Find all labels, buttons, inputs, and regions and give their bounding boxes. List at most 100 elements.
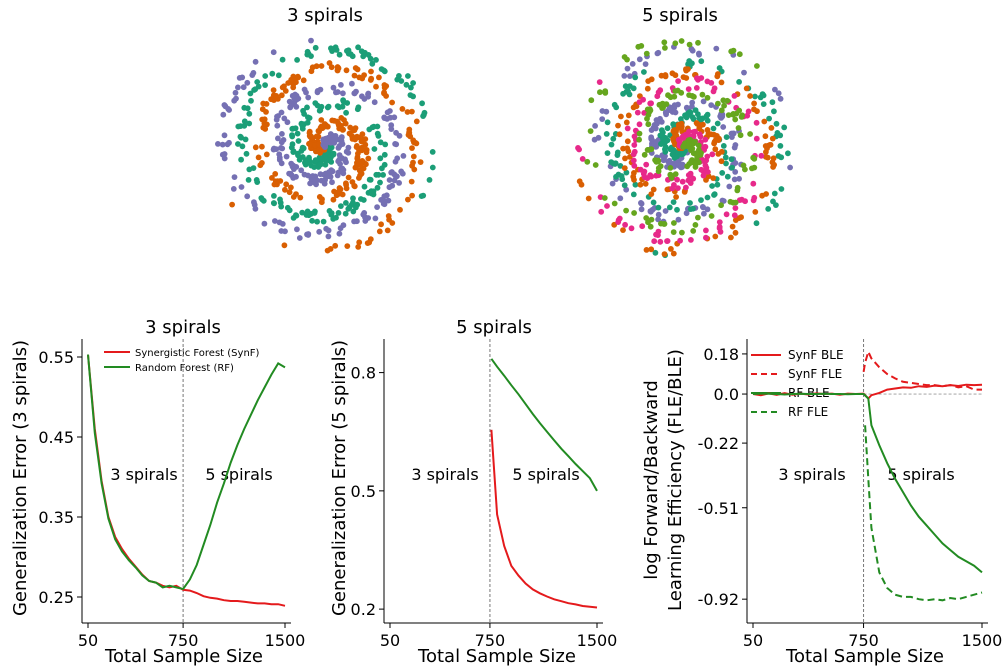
- scatter-point: [371, 99, 378, 106]
- scatter-point: [409, 162, 415, 169]
- scatter-point: [308, 68, 315, 75]
- scatter-point: [695, 39, 701, 46]
- scatter-point: [704, 194, 711, 201]
- scatter-point: [410, 80, 416, 86]
- scatter-point: [611, 200, 618, 207]
- scatter-point: [670, 250, 677, 257]
- scatter-point: [259, 160, 265, 166]
- series-line-rf-ble: [752, 392, 983, 574]
- x-tick-label: 1500: [577, 631, 618, 650]
- scatter-point: [393, 141, 400, 148]
- scatter-point: [690, 140, 697, 147]
- scatter-point: [644, 175, 651, 182]
- scatter-point: [230, 186, 237, 192]
- scatter-point: [360, 53, 367, 60]
- scatter-point: [718, 148, 725, 155]
- scatter-point: [723, 211, 730, 218]
- scatter-point: [322, 141, 329, 147]
- scatter-point: [336, 156, 343, 163]
- scatter-point: [732, 205, 739, 212]
- scatter-points-5-spirals: [575, 38, 793, 259]
- scatter-point: [662, 72, 669, 78]
- scatter-point: [678, 38, 685, 44]
- scatter-point: [690, 205, 696, 212]
- scatter-point: [246, 120, 253, 127]
- scatter-point: [679, 229, 685, 236]
- scatter-point: [767, 141, 774, 148]
- scatter-point: [294, 57, 300, 63]
- scatter-point: [761, 118, 768, 125]
- scatter-point: [262, 126, 269, 132]
- scatter-point: [276, 219, 283, 226]
- scatter-point: [769, 99, 776, 106]
- scatter-point: [343, 67, 350, 74]
- scatter-point: [621, 165, 628, 172]
- scatter-point: [316, 148, 323, 155]
- scatter-point: [238, 156, 245, 163]
- scatter-point: [615, 122, 621, 129]
- scatter-point: [413, 118, 420, 125]
- scatter-point: [752, 209, 759, 215]
- scatter-point: [232, 89, 239, 96]
- y-tick-label: 0.8: [351, 364, 376, 383]
- scatter-point: [579, 156, 586, 162]
- scatter-point: [731, 93, 738, 99]
- scatter-point: [319, 155, 325, 162]
- scatter-point: [262, 82, 268, 88]
- scatter-point: [773, 202, 779, 209]
- x-tick-label: 750: [848, 631, 879, 650]
- scatter-point: [759, 192, 765, 199]
- scatter-point: [332, 133, 339, 139]
- scatter-point: [686, 58, 693, 64]
- scatter-point: [307, 159, 314, 165]
- scatter-point: [636, 99, 643, 105]
- scatter-point: [334, 172, 341, 179]
- scatter-point: [625, 148, 632, 155]
- scatter-point: [387, 114, 394, 121]
- scatter-point: [775, 153, 782, 159]
- scatter-point: [785, 150, 791, 157]
- region-label-3-spirals: 3 spirals: [110, 465, 177, 484]
- scatter-point: [695, 214, 701, 221]
- scatter-point: [219, 141, 226, 148]
- scatter-point: [671, 220, 677, 226]
- scatter-point: [719, 170, 726, 176]
- scatter-point: [369, 124, 376, 131]
- scatter-point: [399, 170, 406, 177]
- scatter-point: [389, 99, 395, 106]
- scatter-point: [316, 194, 323, 200]
- scatter-point: [359, 144, 365, 151]
- scatter-point: [753, 119, 760, 126]
- scatter-point: [686, 137, 692, 144]
- scatter-title-3-spirals: 3 spirals: [287, 5, 363, 26]
- scatter-point: [604, 203, 610, 209]
- scatter-point: [381, 161, 388, 168]
- scatter-point: [305, 114, 311, 121]
- scatter-point: [340, 97, 346, 104]
- scatter-point: [635, 43, 642, 50]
- scatter-point: [410, 153, 417, 160]
- scatter-point: [615, 217, 622, 223]
- scatter-point: [634, 109, 641, 116]
- scatter-point: [620, 145, 626, 152]
- scatter-point: [693, 160, 699, 167]
- scatter-point: [283, 181, 290, 188]
- scatter-point: [596, 79, 603, 85]
- scatter-point: [753, 220, 760, 227]
- scatter-point: [659, 105, 665, 111]
- scatter-point: [781, 124, 788, 131]
- scatter-point: [261, 220, 268, 227]
- scatter-point: [704, 169, 711, 175]
- scatter-point: [235, 141, 241, 147]
- scatter-point: [397, 206, 403, 213]
- scatter-point: [686, 128, 692, 135]
- series-line-synergistic-forest-synf: [490, 429, 598, 609]
- scatter-point: [330, 216, 337, 222]
- scatter-point: [768, 125, 775, 131]
- scatter-point: [249, 72, 256, 78]
- scatter-point: [721, 102, 727, 109]
- scatter-point: [576, 146, 582, 153]
- scatter-point: [420, 192, 427, 199]
- scatter-point: [747, 131, 753, 137]
